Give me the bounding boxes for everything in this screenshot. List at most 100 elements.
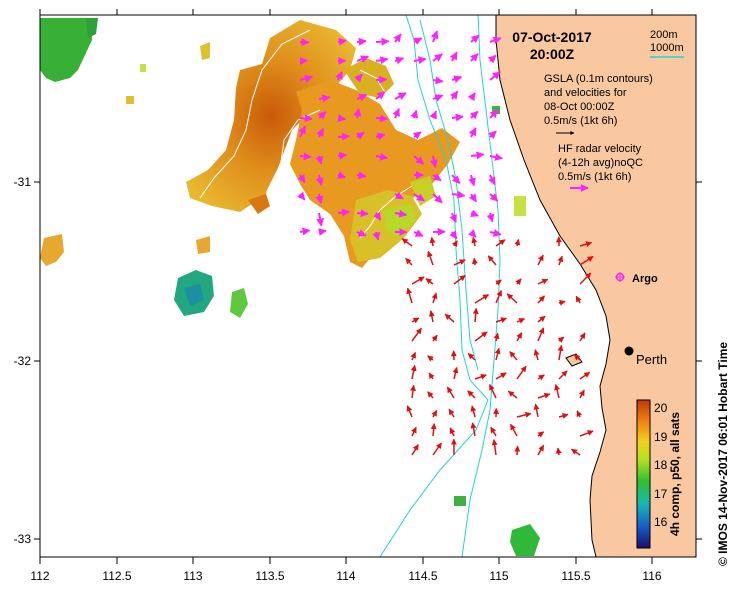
hf-vector-arrow (470, 34, 480, 44)
map-time: 20:00Z (530, 46, 575, 62)
gsla-vector-arrow (515, 278, 522, 286)
gsla-vector-arrow (514, 445, 521, 456)
hf-vector-arrow (413, 155, 425, 165)
axis-ticks (34, 9, 702, 564)
hf-vector-arrow (467, 229, 477, 238)
gsla-vector-arrow (537, 278, 549, 285)
hf-vector-arrow (413, 56, 427, 65)
gsla-vector-arrow (514, 238, 521, 247)
gsla-vector-arrow (495, 279, 502, 286)
gsla-vector-arrow (558, 413, 569, 419)
hf-vector-arrow (315, 174, 324, 186)
colorbar (636, 399, 651, 549)
hf-vector-arrow (449, 212, 457, 223)
x-tick-label: 115.5 (561, 569, 590, 583)
gsla-vector-arrow (405, 257, 413, 266)
argo-marker (615, 272, 625, 282)
gsla-vector-arrow (495, 239, 506, 247)
hf-vector-arrow (335, 71, 343, 81)
hf-vector-arrow (488, 130, 497, 140)
gsla-vector-arrow (411, 276, 425, 285)
hf-vector-arrow (393, 33, 402, 43)
hf-vector-arrow (489, 153, 503, 161)
gsla-vector-arrow (494, 347, 501, 361)
hf-vector-arrow (356, 229, 367, 237)
gsla-vector-arrow (491, 439, 498, 456)
hf-vector-arrow (394, 92, 407, 100)
gsla-vector-arrow (579, 430, 594, 437)
gsla-vector-arrow (555, 447, 562, 456)
map-date: 07-Oct-2017 (512, 29, 592, 45)
gsla-vector-arrow (411, 317, 420, 324)
hf-vector-arrow (317, 111, 327, 120)
hf-vector-arrow (297, 191, 306, 201)
hf-vector-arrow (489, 229, 502, 237)
x-tick-label: 115 (489, 569, 508, 583)
gsla-vector-arrow (425, 278, 434, 285)
gsla-vector-arrow (470, 422, 477, 437)
gsla-vector-arrow (467, 390, 476, 399)
gsla-vector-arrow (467, 352, 476, 361)
gsla-vector-arrow (410, 384, 416, 399)
hf-vector-arrow (375, 75, 388, 84)
hf-vector-arrow (413, 37, 423, 45)
hf-vector-arrow (432, 76, 444, 85)
gsla-vector-arrow (495, 317, 507, 323)
perth-marker (624, 346, 634, 356)
gsla-vector-arrow (432, 442, 443, 456)
gsla-vector-arrow (431, 334, 438, 342)
hf-vector-arrow (413, 193, 425, 202)
hf-legend-line2: (4-12h avg)noQC (558, 157, 643, 169)
hf-vector-arrow (356, 37, 367, 46)
gsla-vector-arrow (509, 423, 518, 437)
gsla-vector-arrow (575, 295, 582, 304)
hf-scale-label: 0.5m/s (1kt 6h) (558, 171, 631, 183)
hf-vector-arrow (315, 155, 324, 165)
hf-vector-arrow (430, 30, 439, 43)
y-tick-label: -33 (14, 532, 32, 546)
gsla-vector-arrow (493, 332, 500, 342)
hf-vector-arrow (432, 94, 444, 102)
gsla-vector-arrow (537, 295, 546, 304)
hf-vector-arrow (337, 171, 346, 179)
gsla-velocity-vectors (401, 236, 594, 456)
gsla-vector-arrow (579, 272, 592, 285)
colorbar-tick: 17 (654, 487, 668, 501)
hf-vector-arrow (451, 190, 466, 199)
hf-vector-arrow (373, 211, 382, 221)
hf-vector-arrow (299, 227, 311, 236)
hf-vector-arrow (429, 110, 438, 120)
gsla-vector-arrow (448, 408, 455, 418)
hf-vector-arrow (316, 212, 324, 227)
gsla-vector-arrow (427, 355, 434, 362)
hf-vector-arrow (413, 229, 424, 237)
gsla-vector-arrow (428, 372, 435, 380)
x-tick-label: 113 (183, 569, 202, 583)
hf-vector-arrow (299, 114, 313, 123)
colorbar-tick: 19 (654, 430, 668, 444)
gsla-vector-arrow (446, 386, 455, 399)
gsla-vector-arrow (537, 374, 545, 381)
gsla-vector-arrow (579, 332, 586, 342)
gsla-vector-arrow (516, 365, 527, 380)
gsla-vector-arrow (558, 299, 566, 306)
gsla-vector-arrow (495, 289, 502, 304)
hf-vector-arrow (315, 193, 324, 204)
hf-vector-arrow (489, 193, 499, 202)
gsla-vector-arrow (470, 405, 477, 418)
gsla-vector-arrow (490, 426, 497, 437)
hf-vector-arrow (449, 51, 458, 62)
depth-200-label: 200m (650, 29, 678, 41)
gsla-vector-arrow (579, 389, 585, 399)
hf-vector-arrow (470, 151, 485, 160)
gsla-vector-arrow (537, 392, 551, 399)
hf-vector-arrow (355, 131, 365, 140)
colorbar-tick: 18 (654, 458, 668, 472)
hf-vector-arrow (299, 152, 312, 161)
hf-vector-arrow (337, 114, 347, 122)
colorbar-tick: 16 (654, 515, 668, 529)
colorbar-tick: 20 (654, 401, 668, 415)
gsla-vector-arrow (537, 315, 546, 323)
hf-vector-arrow (372, 231, 381, 241)
